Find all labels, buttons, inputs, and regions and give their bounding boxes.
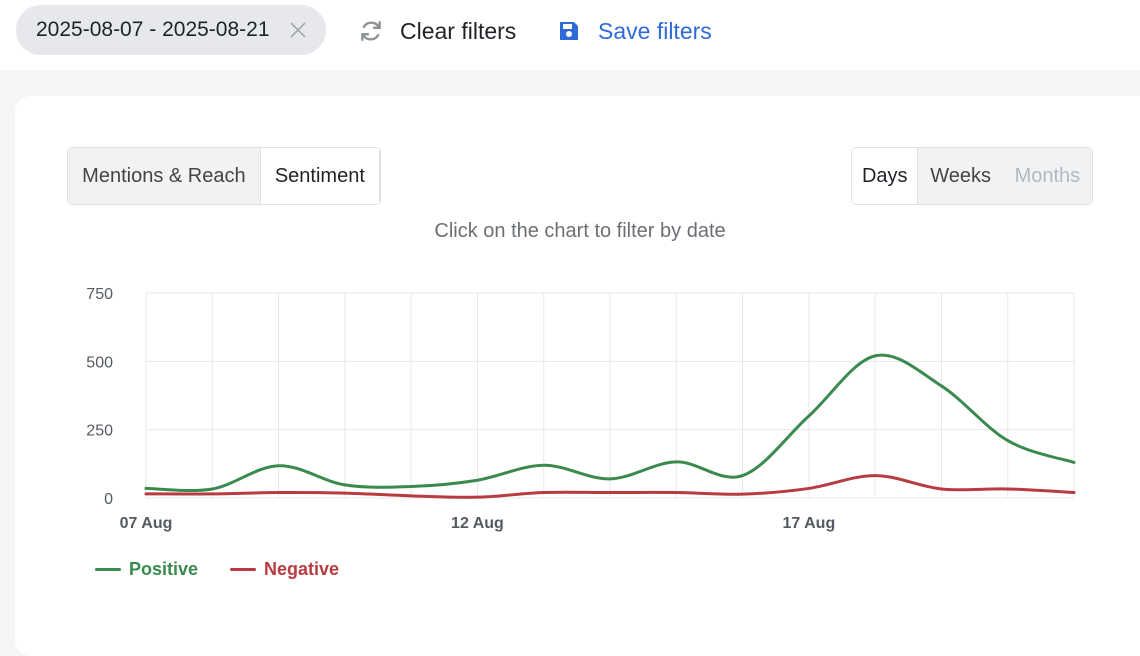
save-icon	[560, 22, 578, 40]
legend-swatch-positive	[95, 568, 121, 571]
y-tick-label: 0	[104, 491, 113, 508]
legend-swatch-negative	[230, 568, 257, 571]
x-tick-label: 17 Aug	[782, 515, 835, 532]
sentiment-line-chart[interactable]: 0 250 500 750 07 Aug 12 Aug 17 Aug	[15, 96, 1140, 605]
chart-legend: Positive Negative	[95, 559, 371, 580]
clear-filters-button[interactable]: Clear filters	[358, 14, 516, 48]
tab-sentiment[interactable]: Sentiment	[259, 148, 380, 204]
tab-months: Months	[1014, 164, 1081, 187]
chart-card: Mentions & Reach Sentiment Days Weeks Mo…	[15, 96, 1140, 656]
refresh-icon	[361, 21, 381, 41]
legend-label-positive: Positive	[129, 559, 199, 579]
legend-item-negative[interactable]: Negative	[230, 559, 339, 580]
legend-label-negative: Negative	[264, 559, 340, 579]
save-filters-button[interactable]: Save filters	[557, 14, 712, 48]
date-range-label: 2025-08-07 - 2025-08-21	[36, 18, 270, 41]
series-line-negative	[144, 474, 1076, 499]
x-tick-label: 07 Aug	[120, 515, 173, 532]
x-tick-label: 12 Aug	[451, 515, 504, 532]
filter-toolbar: 2025-08-07 - 2025-08-21 Clear filters Sa…	[0, 0, 1140, 70]
y-tick-label: 250	[86, 423, 113, 440]
metric-tabs: Mentions & Reach Sentiment	[67, 147, 381, 205]
y-tick-label: 500	[86, 354, 113, 371]
series-line-positive	[144, 353, 1076, 493]
date-range-chip[interactable]: 2025-08-07 - 2025-08-21	[16, 5, 326, 55]
tab-weeks[interactable]: Weeks	[930, 164, 991, 187]
chart-hint: Click on the chart to filter by date	[434, 220, 726, 242]
save-filters-label: Save filters	[598, 17, 712, 44]
legend-item-positive[interactable]: Positive	[95, 559, 198, 580]
close-icon[interactable]	[286, 18, 310, 42]
tab-mentions-reach[interactable]: Mentions & Reach	[82, 164, 246, 187]
tab-days[interactable]: Days	[852, 148, 919, 204]
y-tick-label: 750	[86, 286, 113, 303]
clear-filters-label: Clear filters	[400, 17, 517, 44]
granularity-tabs: Days Weeks Months	[851, 147, 1093, 205]
